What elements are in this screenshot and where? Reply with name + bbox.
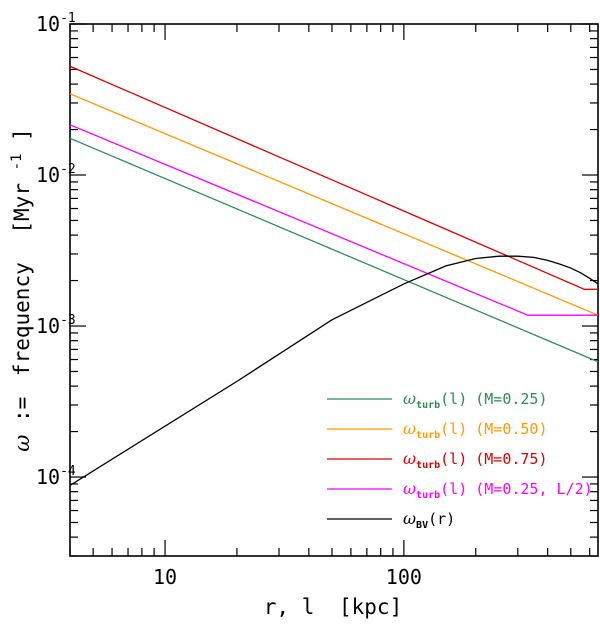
legend-label-turb_M025: ωturb(l) (M=0.25) [403,389,547,411]
legend-label-param: (M=0.50) [475,420,547,438]
legend-label-param: (M=0.25) [475,390,547,408]
y-axis-label-unit-close: ] [10,128,34,141]
legend-label-symbol: ω [403,449,416,468]
legend-label-symbol: ω [403,479,416,498]
x-axis-label-prefix: r, l [264,595,315,619]
legend-label-symbol: ω [403,509,416,528]
legend-label-arg: (l) [440,390,467,408]
y-tick-label-base: 10 [36,465,60,489]
legend-label-turb_M075: ωturb(l) (M=0.75) [403,449,547,471]
x-axis-label: r, l [kpc] [264,595,402,619]
axis-ticks [69,23,598,557]
series-line-turb_M050 [69,93,599,316]
y-axis-label-symbol: ω [10,435,34,452]
legend-label-turb_M050: ωturb(l) (M=0.50) [403,419,547,441]
series-line-turb_M025_L2 [69,124,598,316]
y-axis-label-word: frequency [10,262,34,376]
legend-label-symbol: ω [403,389,416,408]
y-tick-label-exp: -1 [60,11,76,26]
y-axis-label-assign: := [10,397,34,422]
legend-label-sub: turb [416,490,440,501]
legend-label-turb_M025_L2: ωturb(l) (M=0.25, L/2) [403,479,593,501]
x-tick-labels: 10 100 [153,565,422,589]
legend-label-param: (M=0.75) [475,450,547,468]
y-tick-label-base: 10 [36,12,60,36]
series-lines [69,65,599,486]
series-line-BV [69,255,599,486]
plot-frame [69,23,599,557]
legend-label-arg: (r) [428,510,455,528]
y-tick-label-exp: -2 [60,162,76,177]
svg-text:ω := frequency: ω := frequency [Myr -1 ] [2,128,34,452]
y-axis-label-unit: [Myr [10,183,34,234]
y-tick-label: 10-2 [36,162,76,187]
legend-label-arg: (l) [440,450,467,468]
y-axis-label-unit-exp: -1 [9,154,25,171]
legend-label-param: (M=0.25, L/2) [475,480,592,498]
legend-label-sub: turb [416,400,440,411]
series-line-turb_M025 [69,137,599,363]
x-tick-label: 100 [386,565,422,589]
y-tick-label-exp: -3 [60,313,76,328]
legend-label-arg: (l) [440,420,467,438]
x-axis-label-unit: [kpc] [339,595,402,619]
legend-label-symbol: ω [403,419,416,438]
legend-label-sub: turb [416,430,440,441]
legend-label-sub: turb [416,460,440,471]
y-tick-label-base: 10 [36,314,60,338]
y-tick-label: 10-4 [36,464,76,489]
y-tick-label: 10-1 [36,11,76,36]
x-tick-label: 10 [153,565,177,589]
y-tick-labels: 10-410-310-210-1 [36,11,76,489]
legend-label-sub: BV [416,520,428,531]
legend-label-BV: ωBV(r) [403,509,455,531]
legend-label-arg: (l) [440,480,467,498]
y-tick-label: 10-3 [36,313,76,338]
y-tick-label-exp: -4 [60,464,76,479]
series-line-turb_M075 [69,65,598,290]
y-tick-label-base: 10 [36,163,60,187]
legend: ωturb(l) (M=0.25)ωturb(l) (M=0.50)ωturb(l)… [327,389,593,531]
y-axis-label: ω := frequency [Myr -1 ] [2,128,34,452]
